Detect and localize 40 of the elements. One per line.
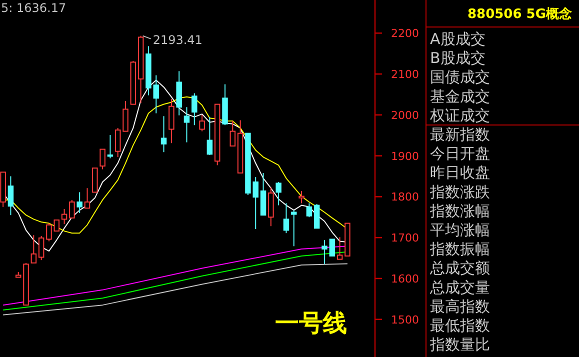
text: 平均涨幅 [430, 221, 490, 239]
text: 总成交量 [429, 278, 490, 296]
candlestick [146, 46, 152, 96]
text: 880506 5G概念 [467, 7, 573, 22]
text: 指数涨幅 [429, 202, 490, 220]
y-tick-label: 2200 [391, 27, 419, 40]
text: 权证成交 [429, 106, 490, 124]
y-tick-label: 2100 [391, 68, 419, 82]
annotation: 一号线 [275, 309, 347, 337]
text: 指数量比 [429, 336, 490, 354]
y-tick-label: 2000 [391, 108, 419, 122]
text: 总成交额 [429, 259, 490, 278]
text: B股成交 [430, 49, 486, 68]
candlestick [8, 176, 14, 216]
text: 国债成交 [430, 68, 490, 86]
candlestick [168, 98, 174, 144]
text: 今日开盘 [430, 144, 490, 163]
candlestick [153, 74, 159, 114]
text: 最低指数 [430, 316, 490, 334]
candlestick [160, 116, 167, 153]
y-tick-label: 1700 [391, 232, 419, 245]
candlestick [176, 70, 182, 116]
annotation: 5: 1636.17 [1, 1, 66, 15]
candlestick [61, 208, 68, 225]
text: 指数振幅 [429, 240, 490, 258]
y-tick-label: 1500 [391, 313, 419, 326]
candlestick [107, 134, 114, 159]
text: 指数涨跌 [429, 182, 490, 201]
text: 最新指数 [430, 126, 490, 144]
text: 最高指数 [430, 297, 490, 316]
y-tick-label: 1800 [391, 190, 419, 204]
text: 基金成交 [430, 87, 490, 106]
candlestick [283, 202, 290, 234]
text: A股成交 [430, 30, 486, 48]
candlestick [192, 92, 198, 126]
candlestick [184, 106, 190, 143]
y-tick-label: 1900 [391, 150, 419, 163]
text: 昨日收盘 [430, 164, 490, 182]
y-tick-label: 1600 [391, 272, 419, 286]
annotation: 2193.41 [152, 32, 202, 47]
